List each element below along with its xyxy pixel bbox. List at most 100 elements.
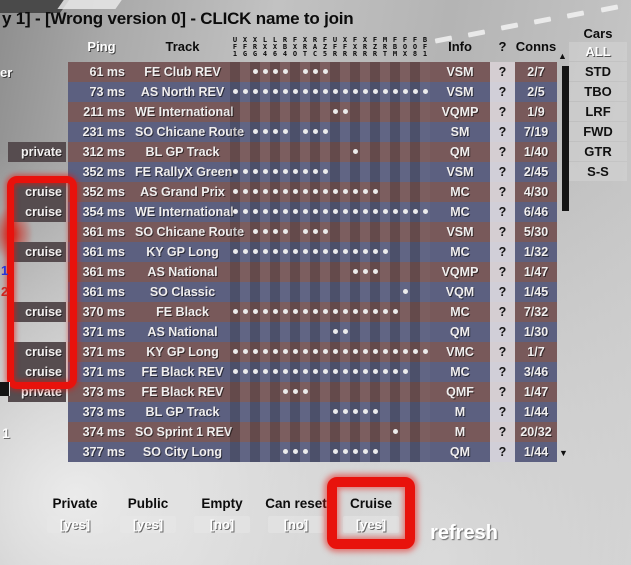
info-cell: QM — [449, 145, 471, 159]
scroll-up-icon[interactable]: ▲ — [558, 51, 567, 61]
car-dot-fzr — [372, 309, 378, 314]
info-cell: MC — [450, 205, 470, 219]
server-row[interactable]: 361 ms AS National VQMP ? 1/47 — [68, 262, 557, 282]
car-dot-xrr — [362, 409, 368, 414]
column-header-info[interactable]: Info — [448, 39, 472, 54]
refresh-button[interactable]: refresh — [430, 522, 498, 544]
car-dot-xrt — [302, 349, 308, 354]
curb-dash — [600, 4, 619, 13]
car-class-button-fwd[interactable]: FWD — [569, 122, 627, 141]
car-class-button-s-s[interactable]: S-S — [569, 162, 627, 181]
car-dot-ufr — [332, 89, 338, 94]
filter-value-button[interactable]: [no] — [268, 516, 324, 533]
server-row[interactable]: 371 ms AS National QM ? 1/30 — [68, 322, 557, 342]
filter-can-reset: Can reset [no] — [241, 496, 351, 533]
server-row[interactable]: 231 ms SO Chicane Route SM ? 7/19 — [68, 122, 557, 142]
scrollbar-thumb[interactable] — [562, 66, 569, 211]
conns-cell: 2/5 — [527, 85, 545, 99]
car-dot-lx6 — [272, 89, 278, 94]
ping-cell: 61 ms — [89, 65, 125, 79]
car-dot-fz5 — [322, 89, 328, 94]
server-row[interactable]: cruise 371 ms FE Black REV MC ? 3/46 — [8, 362, 557, 382]
car-dot-uf1 — [232, 249, 238, 254]
server-row[interactable]: 374 ms SO Sprint 1 REV M ? 20/32 — [68, 422, 557, 442]
car-class-button-std[interactable]: STD — [569, 62, 627, 81]
info-cell: SM — [450, 125, 470, 139]
car-dot-fo8 — [412, 209, 418, 214]
track-cell: FE Club REV — [144, 65, 221, 79]
server-row[interactable]: 361 ms SO Chicane Route VSM ? 5/30 — [68, 222, 557, 242]
ping-cell: 370 ms — [82, 305, 125, 319]
car-dot-fxo — [292, 349, 298, 354]
server-row[interactable]: 211 ms WE International VQMP ? 1/9 — [68, 102, 557, 122]
car-dot-fxr — [352, 309, 358, 314]
car-dot-xrg — [252, 69, 258, 74]
car-dot-xrg — [252, 229, 258, 234]
server-row[interactable]: 61 ms FE Club REV VSM ? 2/7 — [68, 62, 557, 82]
car-dot-rac — [312, 229, 318, 234]
server-row[interactable]: private 373 ms FE Black REV QMF ? 1/47 — [8, 382, 557, 402]
car-dot-fxr — [352, 349, 358, 354]
car-dot-fxr — [352, 409, 358, 414]
car-dot-fz5 — [322, 189, 328, 194]
column-header-ping[interactable]: Ping — [87, 39, 116, 54]
filter-value-button[interactable]: [no] — [194, 516, 250, 533]
filter-value-button[interactable]: [yes] — [120, 516, 176, 533]
car-dot-xrr — [362, 249, 368, 254]
server-row[interactable]: 373 ms BL GP Track M ? 1/44 — [68, 402, 557, 422]
car-class-button-tbo[interactable]: TBO — [569, 82, 627, 101]
car-class-button-all[interactable]: ALL — [569, 42, 627, 61]
track-cell: BL GP Track — [145, 145, 220, 159]
car-dot-fxr — [352, 449, 358, 454]
question-cell: ? — [490, 202, 515, 222]
server-tag-label: cruise — [8, 182, 66, 202]
info-cell: QM — [449, 445, 471, 459]
info-cell: VMC — [446, 345, 474, 359]
server-row[interactable]: cruise 354 ms WE International MC ? 6/46 — [8, 202, 557, 222]
car-dot-fox — [402, 89, 408, 94]
conns-cell: 2/7 — [527, 65, 545, 79]
column-header-conns[interactable]: Conns — [515, 39, 557, 54]
filter-label: Public — [127, 496, 169, 511]
car-dot-rb4 — [282, 69, 288, 74]
column-header-track[interactable]: Track — [165, 39, 200, 54]
filter-value-button[interactable]: [yes] — [47, 516, 103, 533]
question-cell: ? — [490, 122, 515, 142]
car-dot-fz5 — [322, 69, 328, 74]
server-row[interactable]: 361 ms SO Classic VQM ? 1/45 — [68, 282, 557, 302]
server-row[interactable]: 352 ms FE RallyX Green VSM ? 2/45 — [68, 162, 557, 182]
track-cell: WE International — [135, 105, 234, 119]
car-dots — [230, 202, 430, 222]
ping-cell: 352 ms — [82, 185, 125, 199]
car-dot-ufr — [332, 109, 338, 114]
info-cell: VSM — [446, 85, 474, 99]
car-class-button-gtr[interactable]: GTR — [569, 142, 627, 161]
server-row[interactable]: cruise 370 ms FE Black MC ? 7/32 — [8, 302, 557, 322]
filter-value-button[interactable]: [yes] — [343, 516, 399, 533]
filter-cruise: Cruise [yes] — [316, 496, 426, 533]
question-cell: ? — [490, 82, 515, 102]
cars-filter-title: Cars — [583, 26, 613, 41]
server-row[interactable]: private 312 ms BL GP Track QM ? 1/40 — [8, 142, 557, 162]
server-row[interactable]: cruise 361 ms KY GP Long MC ? 1/32 — [8, 242, 557, 262]
column-header-question[interactable]: ? — [498, 39, 507, 54]
car-dot-mrt — [382, 89, 388, 94]
bg-artifact-blue-number: 1 — [1, 263, 9, 278]
conns-cell: 7/32 — [523, 305, 549, 319]
car-dots — [230, 82, 430, 102]
server-row[interactable]: cruise 371 ms KY GP Long VMC ? 1/7 — [8, 342, 557, 362]
car-dot-lx6 — [272, 209, 278, 214]
car-dot-xrr — [362, 349, 368, 354]
server-row[interactable]: 73 ms AS North REV VSM ? 2/5 — [68, 82, 557, 102]
server-row[interactable]: 377 ms SO City Long QM ? 1/44 — [68, 442, 557, 462]
scroll-down-icon[interactable]: ▼ — [559, 448, 568, 458]
question-cell: ? — [490, 242, 515, 262]
server-row[interactable]: cruise 352 ms AS Grand Prix MC ? 4/30 — [8, 182, 557, 202]
car-class-button-lrf[interactable]: LRF — [569, 102, 627, 121]
info-cell: VQMP — [441, 105, 479, 119]
car-dot-fxr — [352, 149, 358, 154]
car-dot-fxo — [292, 209, 298, 214]
